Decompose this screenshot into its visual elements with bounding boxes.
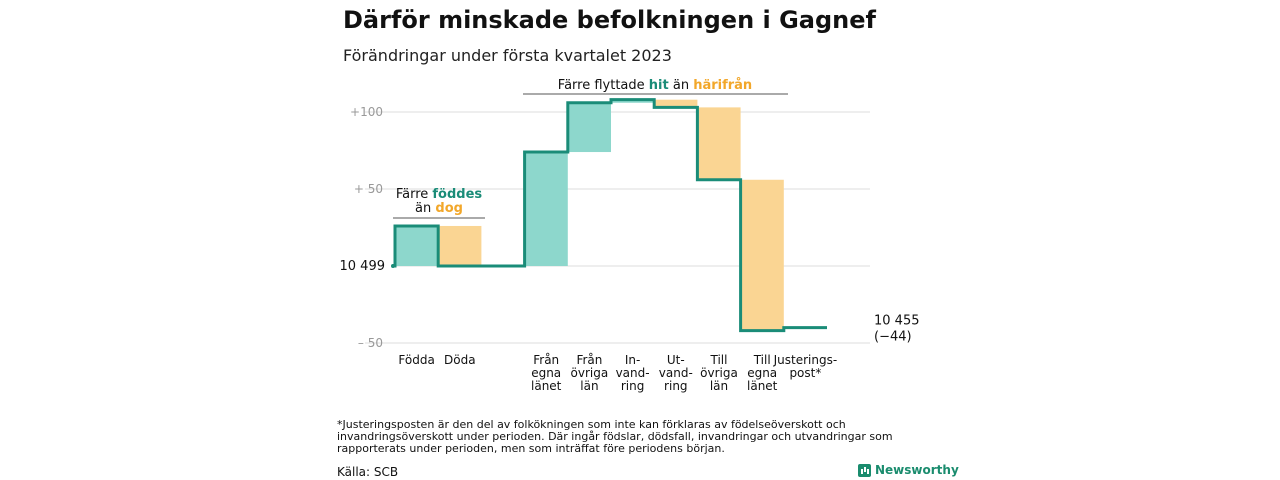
x-category-label: övriga — [700, 366, 738, 380]
x-category-label: vand- — [616, 366, 650, 380]
births-annotation-line2: än dog — [415, 201, 463, 216]
migration-annotation: Färre flyttade hit än härifrån — [558, 78, 752, 93]
brand-name: Newsworthy — [875, 463, 959, 477]
waterfall-bar — [438, 225, 482, 266]
annotation-highlight-deaths: dog — [435, 201, 463, 216]
x-category-label: In- — [625, 353, 640, 367]
waterfall-bar — [740, 179, 784, 331]
x-category-label: post* — [789, 366, 821, 380]
newsworthy-icon — [858, 463, 871, 477]
x-category-label: egna — [531, 366, 561, 380]
x-category-label: Till — [753, 353, 771, 367]
start-dot — [391, 264, 395, 268]
x-category-label: Ut- — [667, 353, 685, 367]
x-category-label: länet — [747, 379, 778, 393]
waterfall-bar — [654, 99, 698, 108]
waterfall-bar — [524, 152, 568, 266]
cumulative-step-line — [393, 98, 827, 333]
end-change-label: (−44) — [874, 330, 912, 345]
x-category-label: Justerings- — [773, 353, 838, 367]
brand-logo: Newsworthy — [858, 463, 959, 477]
y-tick-label: – 50 — [358, 336, 383, 350]
waterfall-bar — [697, 107, 741, 180]
x-category-label: Födda — [398, 353, 434, 367]
x-category-label: Från — [533, 353, 559, 367]
footnote: *Justeringsposten är den del av folkökni… — [337, 418, 893, 455]
annotation-highlight-out: härifrån — [693, 78, 752, 93]
start-value-label: 10 499 — [340, 259, 386, 274]
x-category-label: Till — [710, 353, 728, 367]
x-category-label: Från — [576, 353, 602, 367]
source-label: Källa: SCB — [337, 465, 399, 479]
annotation-highlight-births: föddes — [432, 187, 482, 202]
x-category-label: län — [580, 379, 598, 393]
waterfall-bar — [567, 102, 611, 153]
annotation-text: Färre — [396, 187, 433, 202]
y-tick-label: +100 — [350, 105, 383, 119]
x-category-label: län — [710, 379, 728, 393]
x-category-label: ring — [664, 379, 688, 393]
births-annotation-line1: Färre föddes — [396, 187, 483, 202]
annotation-text: än — [669, 78, 693, 93]
waterfall-bar — [611, 99, 655, 103]
annotation-text: än — [415, 201, 435, 216]
y-tick-label: + 50 — [354, 182, 383, 196]
x-category-label: egna — [747, 366, 777, 380]
x-category-label: övriga — [571, 366, 609, 380]
chart-title: Därför minskade befolkningen i Gagnef — [343, 6, 876, 34]
waterfall-bar — [395, 225, 439, 266]
x-category-label: vand- — [659, 366, 693, 380]
x-category-label: länet — [531, 379, 562, 393]
annotation-text: Färre flyttade — [558, 78, 649, 93]
x-category-label: ring — [621, 379, 645, 393]
chart-subtitle: Förändringar under första kvartalet 2023 — [343, 46, 672, 65]
annotation-highlight-in: hit — [649, 78, 669, 93]
x-category-label: Döda — [444, 353, 476, 367]
end-value-label: 10 455 — [874, 314, 920, 329]
